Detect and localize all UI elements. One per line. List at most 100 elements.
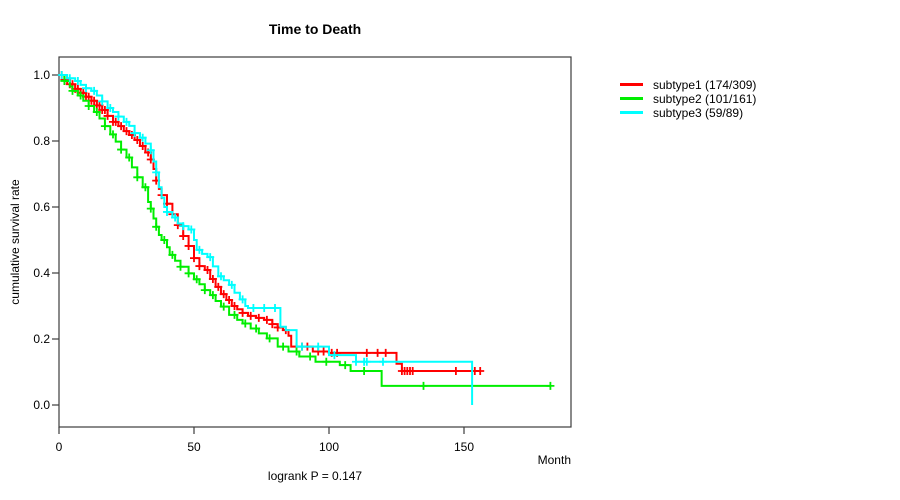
censor-mark xyxy=(238,308,247,317)
censor-mark xyxy=(352,357,360,366)
legend-item: subtype3 (59/89) xyxy=(620,106,756,120)
legend-label: subtype1 (174/309) xyxy=(653,77,757,92)
censor-mark xyxy=(65,74,74,83)
censor-mark xyxy=(330,351,339,360)
censor-mark xyxy=(262,315,271,324)
censor-mark xyxy=(117,145,126,154)
censor-mark xyxy=(146,146,155,155)
km-curve-subtype1 xyxy=(59,74,481,373)
censor-mark xyxy=(133,173,142,182)
legend-label: subtype2 (101/161) xyxy=(653,91,757,106)
censor-mark xyxy=(279,342,288,351)
censor-mark xyxy=(68,86,77,95)
censor-mark xyxy=(419,381,428,390)
censor-mark xyxy=(141,183,150,192)
censor-mark xyxy=(57,71,66,79)
censor-mark xyxy=(111,117,120,126)
censor-mark xyxy=(362,357,371,366)
logrank-p-annotation: logrank P = 0.147 xyxy=(267,469,363,483)
censor-mark xyxy=(319,347,328,356)
censor-mark xyxy=(381,348,390,357)
censor-mark xyxy=(219,290,228,299)
censor-mark xyxy=(90,96,99,105)
censor-mark xyxy=(109,130,117,139)
censor-mark xyxy=(217,272,225,281)
censor-mark xyxy=(176,262,185,271)
censor-mark xyxy=(168,250,177,259)
x-axis-title: Month xyxy=(537,453,571,467)
censor-mark xyxy=(254,313,263,322)
censor-mark xyxy=(322,357,331,366)
censor-mark xyxy=(130,129,139,138)
plot-title: Time to Death xyxy=(268,21,362,37)
censor-mark xyxy=(246,311,255,320)
plot-frame xyxy=(58,56,572,428)
censor-mark xyxy=(92,107,101,116)
censor-mark xyxy=(163,207,171,216)
censor-mark xyxy=(133,136,142,145)
censor-mark xyxy=(230,310,239,319)
censor-mark xyxy=(98,97,107,106)
censor-mark xyxy=(184,269,193,278)
censor-mark xyxy=(208,274,217,283)
legend-line-swatch xyxy=(620,83,643,86)
censor-mark xyxy=(230,302,239,310)
censor-mark xyxy=(208,291,217,300)
censor-mark xyxy=(306,352,315,361)
y-tick-label: 0.0 xyxy=(33,398,50,412)
censor-mark xyxy=(214,282,223,291)
censor-mark xyxy=(179,232,188,241)
x-tick-label: 50 xyxy=(187,440,201,454)
censor-mark xyxy=(451,367,460,376)
censor-mark xyxy=(476,367,485,376)
censor-mark xyxy=(265,334,274,343)
censor-mark xyxy=(138,141,147,150)
censor-mark xyxy=(103,111,112,120)
censor-mark xyxy=(184,241,193,250)
censor-mark xyxy=(122,117,131,126)
censor-mark xyxy=(138,133,147,142)
censor-mark xyxy=(238,295,247,304)
censor-mark xyxy=(225,296,234,305)
censor-mark xyxy=(114,112,123,121)
censor-mark xyxy=(298,342,306,351)
censor-mark xyxy=(122,127,131,136)
legend-line-swatch xyxy=(620,97,643,100)
censor-mark xyxy=(60,76,69,85)
censor-mark xyxy=(125,153,134,162)
censor-mark xyxy=(271,303,279,312)
censor-mark xyxy=(408,367,417,376)
censor-mark xyxy=(100,105,109,114)
censor-mark xyxy=(252,324,261,333)
censor-mark xyxy=(187,225,196,234)
censor-mark xyxy=(90,86,99,95)
censor-mark xyxy=(206,253,215,262)
censor-mark xyxy=(179,222,188,231)
censor-mark xyxy=(171,213,180,222)
censor-mark xyxy=(100,122,109,131)
censor-mark xyxy=(82,84,90,93)
censor-mark xyxy=(190,254,198,263)
y-tick-label: 0.8 xyxy=(33,134,50,148)
x-tick-label: 150 xyxy=(453,440,475,454)
censor-mark xyxy=(219,302,228,311)
legend-item: subtype2 (101/161) xyxy=(620,91,757,106)
censor-mark xyxy=(73,76,82,85)
censor-mark xyxy=(84,102,93,111)
censor-mark xyxy=(200,286,209,295)
censor-mark xyxy=(160,236,169,244)
x-tick-label: 100 xyxy=(318,440,340,454)
censor-mark xyxy=(227,280,236,289)
censor-mark xyxy=(373,348,382,357)
legend-line-swatch xyxy=(620,111,643,114)
censor-mark xyxy=(379,357,387,366)
censor-mark xyxy=(195,262,204,271)
y-axis-title: cumulative survival rate xyxy=(8,179,22,305)
y-tick-label: 0.6 xyxy=(33,200,50,214)
censor-mark xyxy=(195,245,204,254)
y-tick-label: 1.0 xyxy=(33,68,50,82)
censor-mark xyxy=(314,342,323,351)
censor-mark xyxy=(152,168,161,177)
y-tick-label: 0.2 xyxy=(33,332,50,346)
